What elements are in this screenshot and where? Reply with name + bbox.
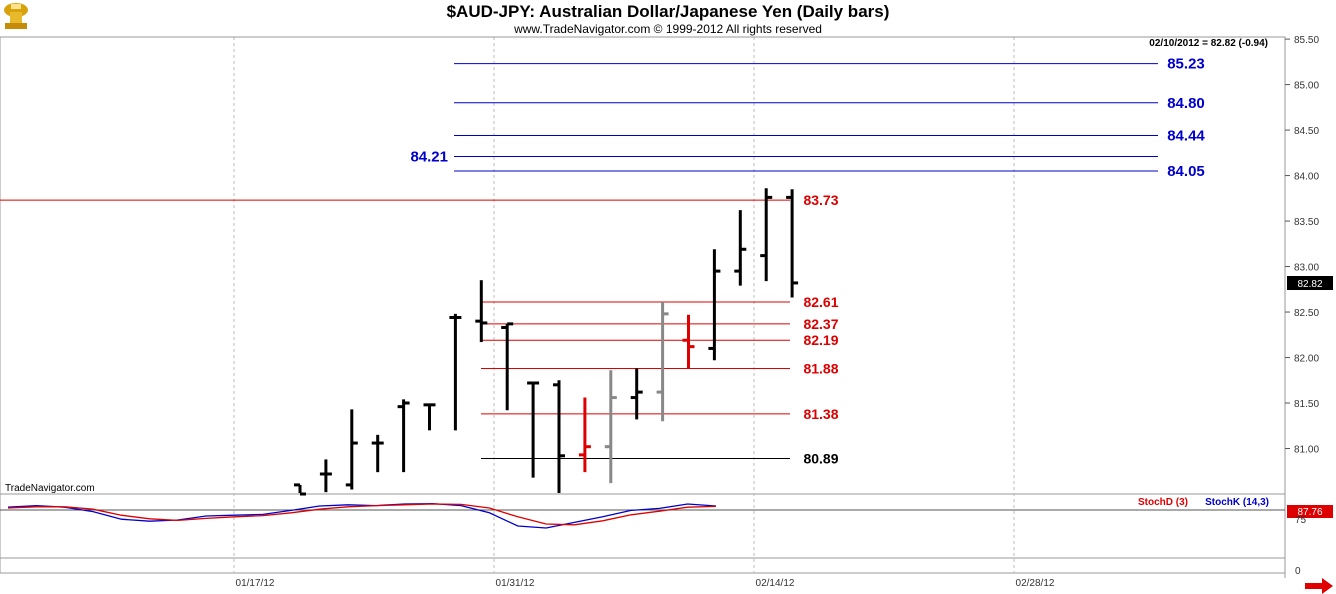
x-tick-label: 01/17/12 (236, 578, 275, 589)
y-tick-label: 82.50 (1294, 308, 1319, 319)
level-label: 82.61 (803, 294, 838, 310)
level-label: 84.05 (1167, 163, 1205, 180)
grid (0, 36, 1285, 573)
ohlc-bars (294, 188, 799, 496)
stochastic-pane (0, 502, 1285, 529)
y-tick-label: 83.50 (1294, 217, 1319, 228)
stochk-legend: StochK (14,3) (1205, 497, 1269, 508)
level-label: 82.37 (803, 316, 838, 332)
y-tick-label: 81.50 (1294, 399, 1319, 410)
level-label: 80.89 (803, 451, 838, 467)
quote-readout: 02/10/2012 = 82.82 (-0.94) (1149, 38, 1268, 49)
y-tick-label: 85.50 (1294, 35, 1319, 46)
y-tick-label: 82.00 (1294, 354, 1319, 365)
y-tick-label: 84.50 (1294, 126, 1319, 137)
stochd-legend: StochD (3) (1138, 497, 1188, 508)
stoch-value-label: 87.76 (1297, 507, 1322, 518)
plot-frame (0, 36, 1286, 574)
x-axis-ticks: 01/17/12 01/31/12 02/14/12 02/28/12 (236, 578, 1055, 589)
copyright-text: www.TradeNavigator.com © 1999-2012 All r… (513, 22, 822, 36)
y-tick-label: 85.00 (1294, 81, 1319, 92)
level-label: 81.38 (803, 406, 838, 422)
y-tick-label: 84.00 (1294, 172, 1319, 183)
x-tick-label: 01/31/12 (496, 578, 535, 589)
stoch-tick-0: 0 (1295, 566, 1301, 577)
stochd-line (7, 503, 717, 526)
level-label: 85.23 (1167, 56, 1205, 73)
stoch-value-box (1287, 505, 1333, 518)
level-label: 83.73 (803, 192, 838, 208)
level-label: 81.88 (803, 360, 838, 376)
watermark-text: TradeNavigator.com (5, 483, 95, 494)
level-label: 82.19 (803, 332, 838, 348)
x-tick-label: 02/28/12 (1016, 578, 1055, 589)
last-price-label: 82.82 (1297, 279, 1322, 290)
stochk-line (7, 502, 717, 529)
x-tick-label: 02/14/12 (756, 578, 795, 589)
stoch-tick-75: 75 (1295, 515, 1307, 526)
trophy-logo-icon (4, 3, 28, 29)
price-levels: 85.23 84.80 84.44 84.21 84.05 83.73 82.61 82.37… (0, 56, 1205, 467)
level-label: 84.80 (1167, 95, 1205, 112)
red-right-arrow-icon[interactable] (1305, 578, 1333, 594)
y-tick-label: 81.00 (1294, 445, 1319, 456)
level-label: 84.21 (410, 148, 448, 165)
chart-title: $AUD-JPY: Australian Dollar/Japanese Yen… (447, 2, 890, 21)
level-label: 84.44 (1167, 128, 1205, 145)
last-price-box (1287, 276, 1333, 290)
y-tick-label: 83.00 (1294, 263, 1319, 274)
y-axis-ticks: 85.50 85.00 84.50 84.00 83.50 83.00 82.50 82.00… (1285, 35, 1319, 456)
